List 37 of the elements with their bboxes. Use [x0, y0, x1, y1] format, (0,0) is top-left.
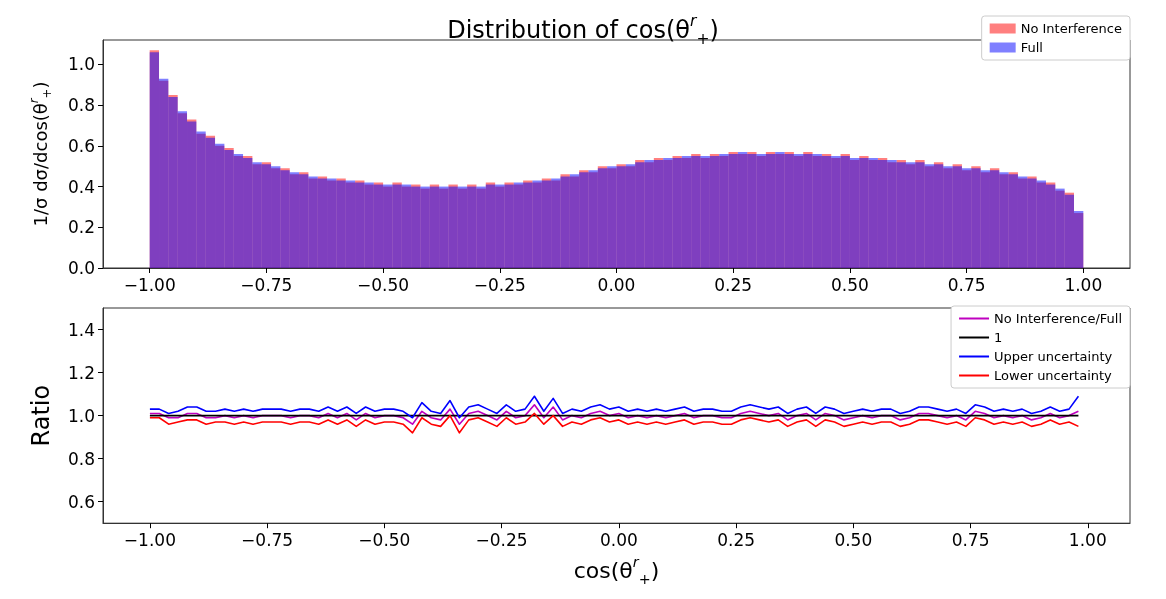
y-tick-label: 1.4 — [67, 319, 95, 340]
x-tick-label: −0.75 — [240, 274, 293, 295]
x-tick-label: −0.25 — [475, 529, 528, 550]
x-tick-label: 0.50 — [830, 274, 869, 295]
legend-label: No Interference/Full — [994, 311, 1122, 326]
x-tick-label: 0.50 — [834, 529, 873, 550]
y-tick-label: 1.0 — [67, 405, 95, 426]
y-tick-label: 0.2 — [67, 217, 95, 238]
legend-label: Upper uncertainty — [994, 349, 1113, 364]
x-tick-label: 1.00 — [1068, 529, 1107, 550]
y-tick-label: 1.2 — [67, 362, 95, 383]
x-tick-label: −1.00 — [123, 529, 176, 550]
legend-label: Full — [1020, 40, 1043, 55]
x-tick-label: 0.75 — [947, 274, 986, 295]
x-tick-label: −0.25 — [473, 274, 526, 295]
x-tick-label: 0.25 — [717, 529, 756, 550]
legend-label: Lower uncertainty — [994, 368, 1113, 383]
x-tick-label: −0.50 — [358, 529, 411, 550]
x-tick-label: −1.00 — [123, 274, 176, 295]
x-tick-label: 0.00 — [599, 529, 638, 550]
x-tick-label: −0.75 — [241, 529, 294, 550]
y-axis-title: Ratio — [27, 384, 55, 447]
y-tick-label: 0.4 — [67, 176, 95, 197]
y-tick-label: 1.0 — [67, 54, 95, 75]
x-tick-label: 1.00 — [1064, 274, 1103, 295]
legend-label: No Interference — [1020, 21, 1122, 36]
y-tick-label: 0.6 — [67, 491, 95, 512]
x-tick-label: 0.00 — [597, 274, 636, 295]
x-tick-label: 0.75 — [951, 529, 990, 550]
y-axis-title: 1/σ dσ/dcos(θr+) — [26, 81, 54, 227]
y-tick-label: 0.0 — [67, 258, 95, 278]
y-tick-label: 0.8 — [67, 95, 95, 116]
x-tick-label: 0.25 — [714, 274, 753, 295]
y-tick-label: 0.8 — [67, 448, 95, 469]
y-tick-label: 0.6 — [67, 135, 95, 156]
legend-label: 1 — [994, 330, 1003, 345]
x-tick-label: −0.50 — [357, 274, 410, 295]
